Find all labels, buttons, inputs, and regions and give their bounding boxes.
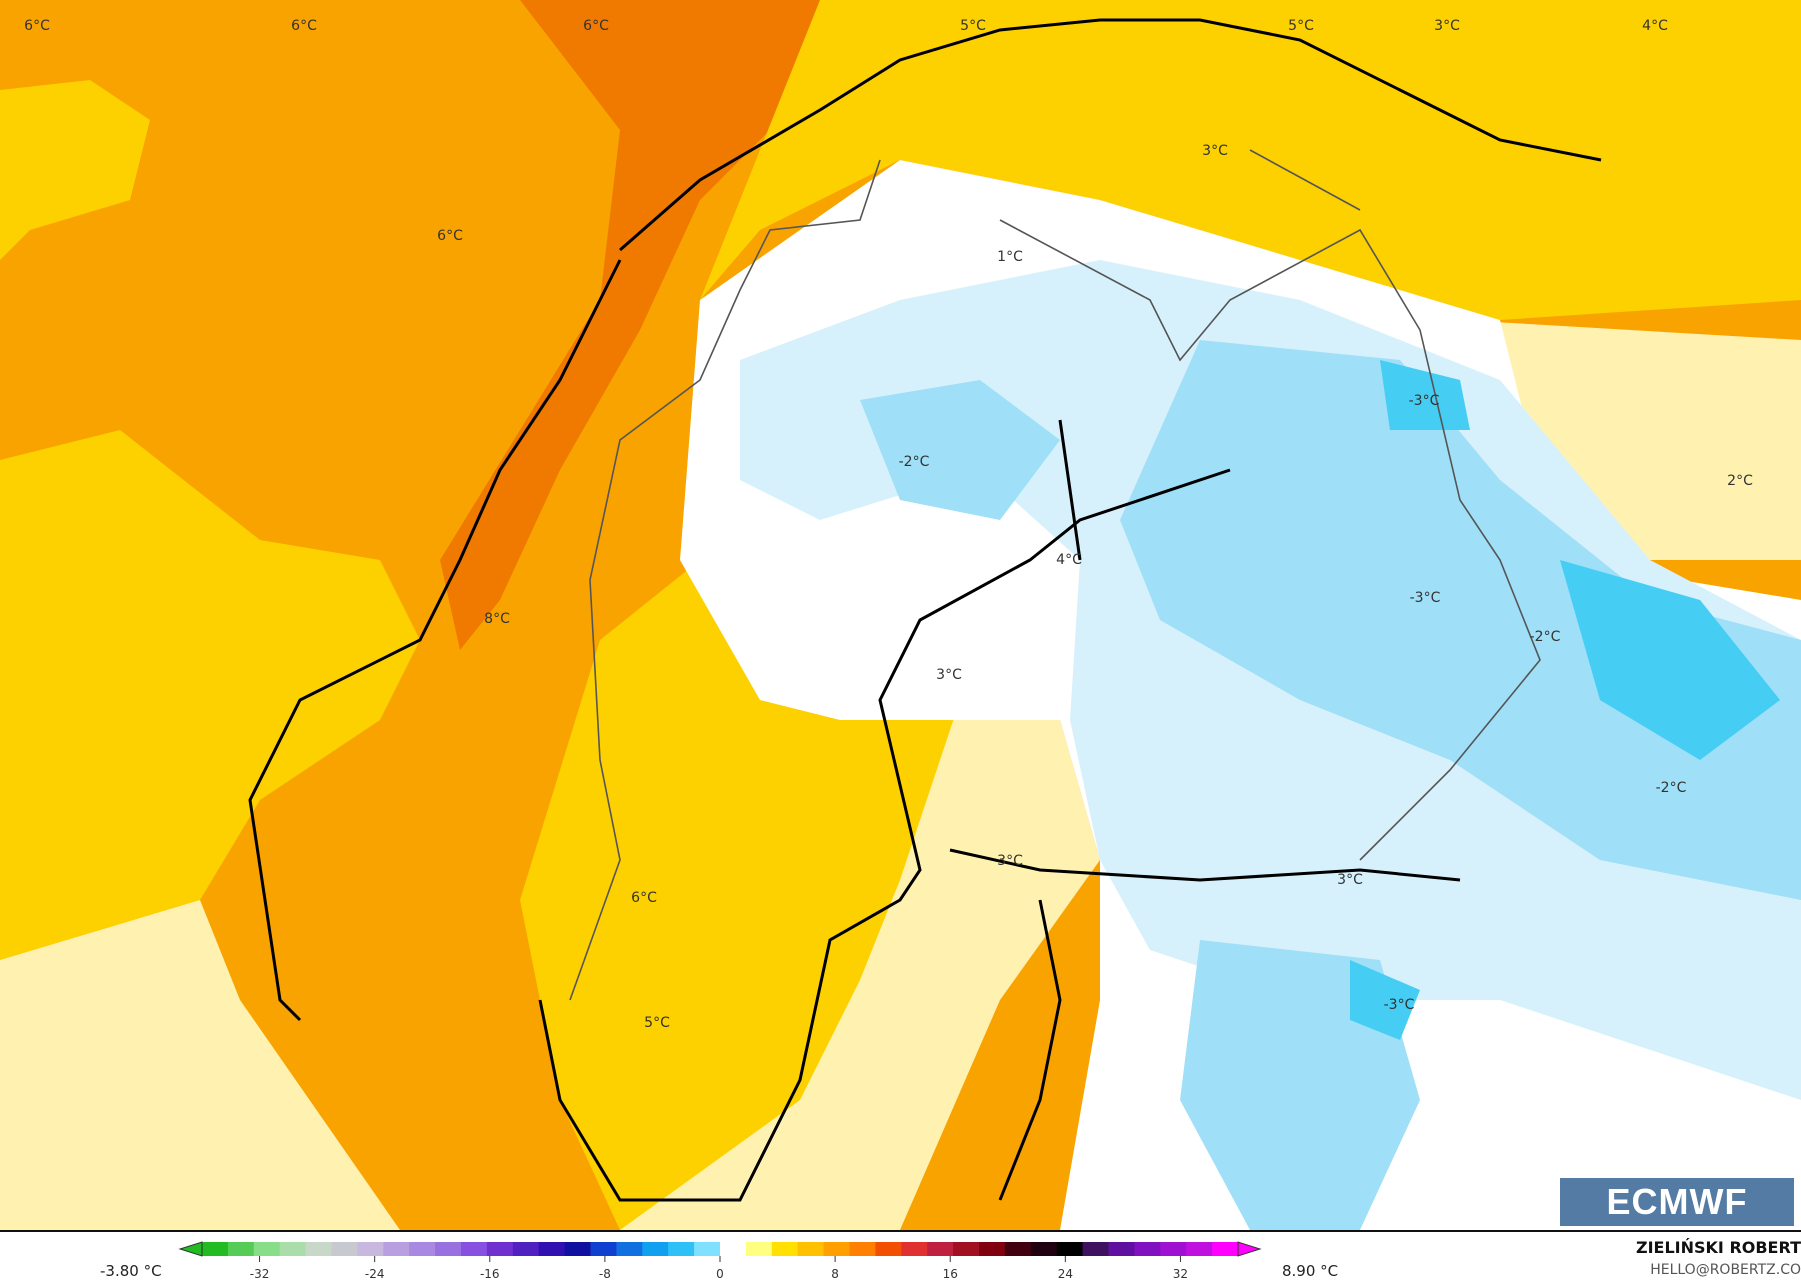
dark-orange-area: [440, 0, 820, 650]
colorbar-segment: [720, 1242, 747, 1256]
temperature-label: 2°C: [1727, 473, 1753, 489]
colorbar-segment: [590, 1242, 617, 1256]
temperature-label: 6°C: [583, 18, 609, 34]
colorbar-segment: [694, 1242, 721, 1256]
colorbar-segment: [1030, 1242, 1058, 1256]
temperature-label: -3°C: [1410, 590, 1441, 606]
colorbar-segment: [564, 1242, 591, 1256]
temperature-label: 6°C: [631, 890, 657, 906]
colorbar-segment: [461, 1242, 488, 1256]
colorbar-segment: [202, 1242, 229, 1256]
colorbar-segment: [642, 1242, 669, 1256]
colorbar-segment: [953, 1242, 980, 1256]
temperature-label: 4°C: [1056, 552, 1082, 568]
colorbar-tick-label: -24: [365, 1267, 385, 1281]
colorbar-tick-label: 0: [716, 1267, 724, 1281]
cyan-area: [1350, 360, 1780, 1040]
colorbar-segment: [979, 1242, 1006, 1256]
colorbar-segment: [1108, 1242, 1135, 1256]
yellow-area-west: [0, 0, 1801, 960]
colorbar-segment: [927, 1242, 954, 1256]
temperature-label: 6°C: [291, 18, 317, 34]
colorbar-tick-label: -8: [599, 1267, 611, 1281]
temperature-label: 5°C: [644, 1015, 670, 1031]
temperature-label: 3°C: [1337, 872, 1363, 888]
temperature-label: -3°C: [1384, 997, 1415, 1013]
temperature-label: 3°C: [997, 853, 1023, 869]
colorbar-tick-label: -32: [250, 1267, 270, 1281]
author-email: HELLO@ROBERTZ.CO: [1650, 1262, 1801, 1278]
temperature-label: -2°C: [899, 454, 930, 470]
ecmwf-logo: ECMWF: [1560, 1178, 1794, 1226]
colorbar-tick-label: 24: [1058, 1267, 1073, 1281]
colorbar-segment: [797, 1242, 825, 1256]
colorbar-tick-label: 8: [831, 1267, 839, 1281]
colorbar-segment: [1134, 1242, 1161, 1256]
temperature-label: 6°C: [24, 18, 50, 34]
colorbar-segment: [357, 1242, 384, 1256]
colorbar: -32 -24 -16 -8 0 8 16 24 32: [178, 1241, 1262, 1281]
temperature-label: 1°C: [997, 249, 1023, 265]
colorbar-max-label: 8.90 °C: [1282, 1262, 1339, 1280]
colorbar-segment: [227, 1242, 255, 1256]
temperature-label: 3°C: [1202, 143, 1228, 159]
colorbar-segment: [1056, 1242, 1084, 1256]
temperature-label: 4°C: [1642, 18, 1668, 34]
colorbar-segment: [305, 1242, 332, 1256]
colorbar-segment: [849, 1242, 876, 1256]
colorbar-max-arrow: [1237, 1241, 1262, 1257]
coastline: [248, 18, 1602, 1202]
colorbar-min-label: -3.80 °C: [100, 1262, 162, 1280]
colorbar-segment: [1004, 1242, 1032, 1256]
colorbar-min-arrow: [178, 1241, 203, 1257]
colorbar-segment: [331, 1242, 358, 1256]
colorbar-segment: [279, 1242, 307, 1256]
colorbar-segment: [512, 1242, 540, 1256]
colorbar-segment: [823, 1242, 850, 1256]
colorbar-segment: [616, 1242, 643, 1256]
country-borders: [569, 149, 1541, 1001]
temperature-label: 3°C: [936, 667, 962, 683]
colorbar-tick-label: -16: [480, 1267, 500, 1281]
temperature-map: 6°C 6°C 6°C 5°C 5°C 3°C 4°C 3°C 6°C 1°C -3°C -2°C 2°…: [0, 0, 1801, 1232]
author-name: ZIELIŃSKI ROBERT: [1635, 1238, 1801, 1257]
colorbar-segment: [1212, 1242, 1239, 1256]
colorbar-segment: [1082, 1242, 1109, 1256]
colorbar-segment: [538, 1242, 566, 1256]
colorbar-segment: [668, 1242, 695, 1256]
temperature-label: 6°C: [437, 228, 463, 244]
temperature-labels: 6°C 6°C 6°C 5°C 5°C 3°C 4°C 3°C 6°C 1°C -3°C -2°C 2°…: [24, 18, 1753, 1031]
temperature-label: 5°C: [960, 18, 986, 34]
colorbar-segment: [875, 1242, 902, 1256]
temperature-label: 5°C: [1288, 18, 1314, 34]
colorbar-segment: [901, 1242, 928, 1256]
colorbar-tick-label: 16: [943, 1267, 958, 1281]
colorbar-segment: [383, 1242, 410, 1256]
colorbar-tick-label: 32: [1173, 1267, 1188, 1281]
temperature-label: -2°C: [1530, 629, 1561, 645]
colorbar-segment: [486, 1242, 514, 1256]
colorbar-segment: [409, 1242, 436, 1256]
temperature-label: 3°C: [1434, 18, 1460, 34]
colorbar-segment: [745, 1242, 773, 1256]
colorbar-segment: [1186, 1242, 1213, 1256]
temperature-label: -3°C: [1409, 393, 1440, 409]
temperature-label: 8°C: [484, 611, 510, 627]
colorbar-segment: [435, 1242, 462, 1256]
colorbar-segment: [253, 1242, 281, 1256]
colorbar-segment: [1160, 1242, 1187, 1256]
temperature-label: -2°C: [1656, 780, 1687, 796]
colorbar-segment: [771, 1242, 799, 1256]
